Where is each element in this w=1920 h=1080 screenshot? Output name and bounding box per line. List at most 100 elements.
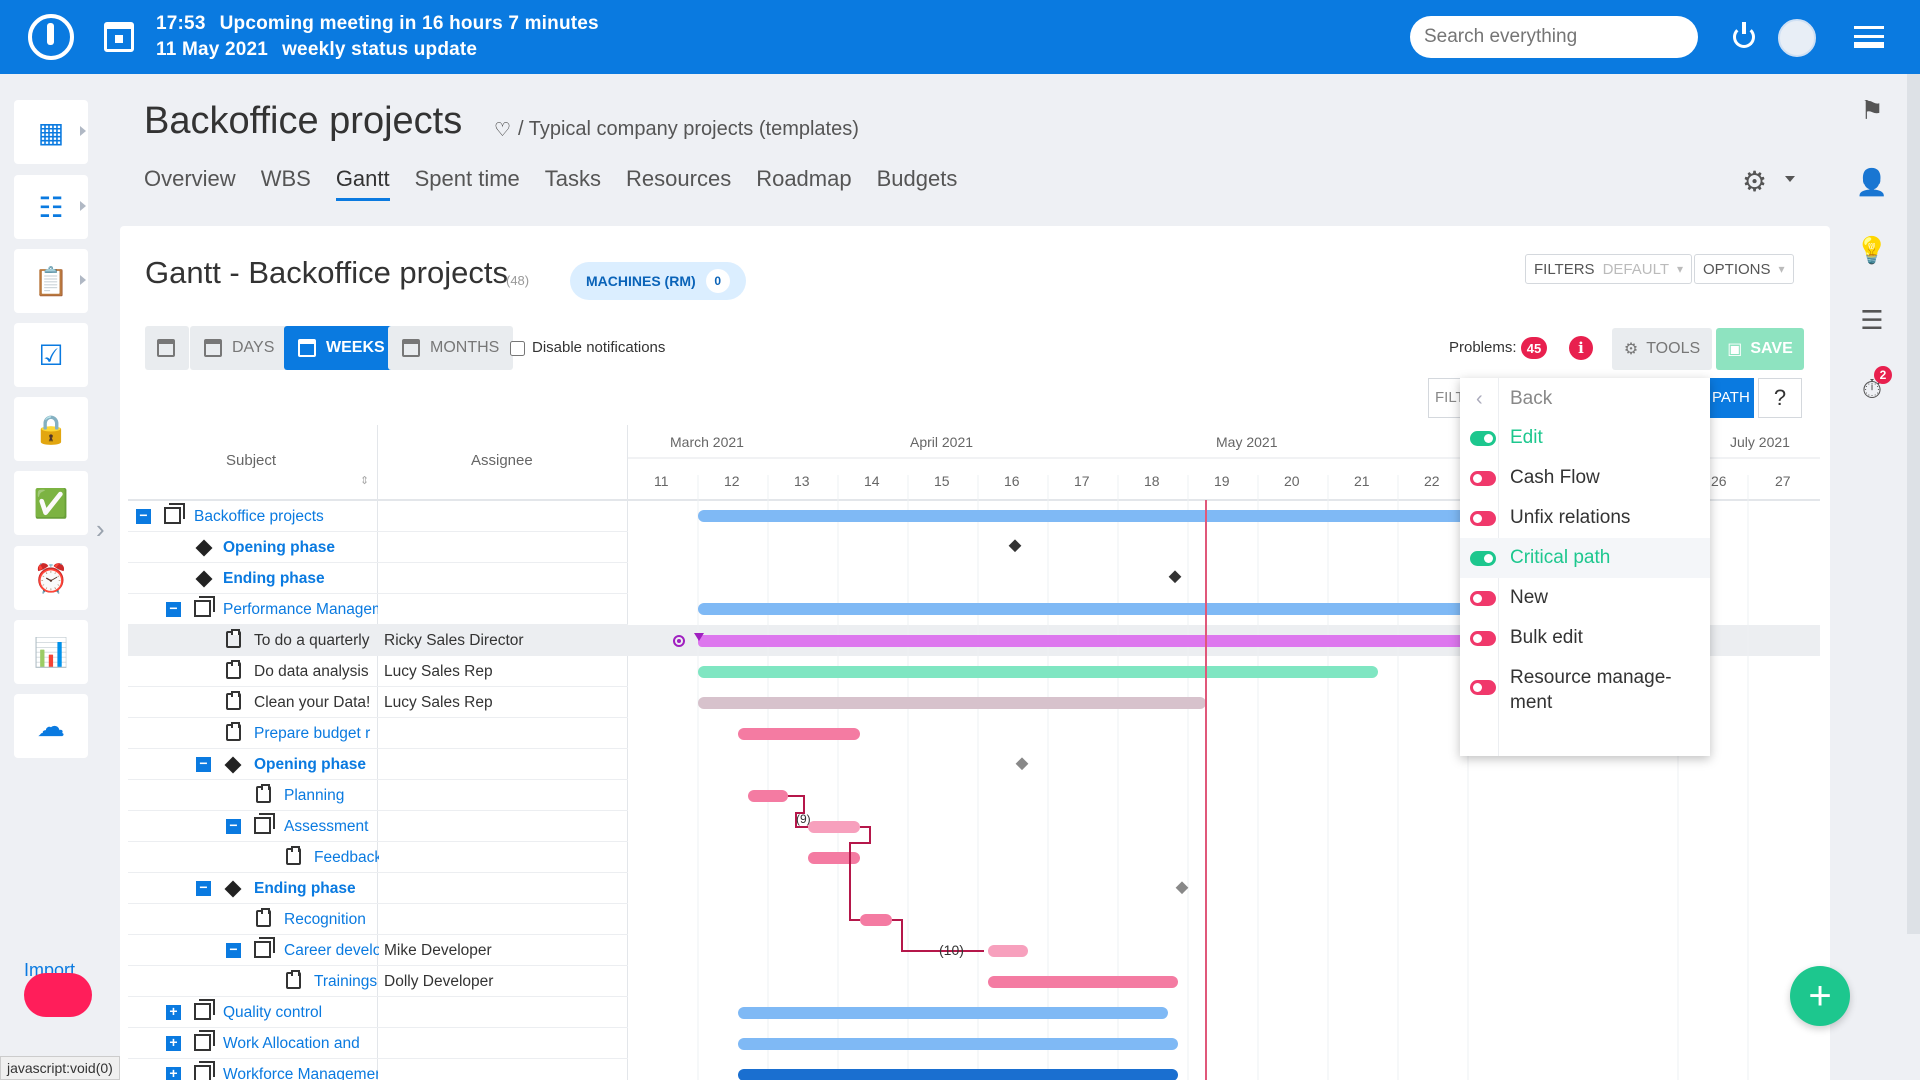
tab-overview[interactable]: Overview xyxy=(144,166,236,191)
table-row[interactable]: − Career development Mike Developer xyxy=(128,935,628,966)
sidebar-item-tasks[interactable]: 📋 xyxy=(14,249,88,313)
row-subject[interactable]: Do data analysis xyxy=(254,663,369,680)
edit-toggle[interactable] xyxy=(1470,431,1496,446)
expand-toggle-icon[interactable]: + xyxy=(166,1066,181,1080)
menu-item-resource-management[interactable]: Resource manage- ment xyxy=(1460,658,1710,718)
collapse-toggle-icon[interactable]: − xyxy=(226,942,241,958)
lightbulb-icon[interactable]: 💡 xyxy=(1855,234,1889,265)
row-subject[interactable]: Backoffice projects xyxy=(194,508,324,525)
row-subject[interactable]: Ending phase xyxy=(254,880,356,897)
table-row[interactable]: Opening phase xyxy=(128,532,628,563)
assignee-column-header[interactable]: Assignee xyxy=(471,452,533,469)
zoom-days-button[interactable]: DAYS xyxy=(190,326,289,370)
gantt-bar[interactable] xyxy=(738,728,860,740)
tab-spent-time[interactable]: Spent time xyxy=(414,166,520,191)
save-button[interactable]: ▣ SAVE xyxy=(1716,328,1804,370)
table-row[interactable]: Prepare budget r xyxy=(128,718,628,749)
zoom-months-button[interactable]: MONTHS xyxy=(388,326,514,370)
critical-path-button[interactable]: PATH xyxy=(1708,378,1754,418)
breadcrumb[interactable]: / Typical company projects (templates) xyxy=(518,118,859,140)
tab-budgets[interactable]: Budgets xyxy=(876,166,958,191)
gantt-bar[interactable] xyxy=(738,1069,1178,1080)
row-subject[interactable]: Quality control xyxy=(223,1004,323,1021)
sidebar-expand-chevron-icon[interactable]: › xyxy=(96,514,105,544)
sidebar-item-approvals[interactable]: ✅ xyxy=(14,471,88,535)
table-row[interactable]: Clean your Data! Lucy Sales Rep xyxy=(128,687,628,718)
gantt-bar[interactable] xyxy=(808,821,860,833)
row-assignee[interactable]: Mike Developer xyxy=(384,942,492,959)
table-row[interactable]: Do data analysis Lucy Sales Rep xyxy=(128,656,628,687)
row-subject[interactable]: Work Allocation and xyxy=(223,1035,360,1052)
subject-column-header[interactable]: Subject xyxy=(226,452,277,469)
row-subject[interactable]: Ending phase xyxy=(223,570,325,587)
menu-back[interactable]: Back xyxy=(1510,388,1553,409)
menu-item-critical-path[interactable]: Critical path xyxy=(1460,538,1710,578)
collapse-toggle-icon[interactable]: − xyxy=(166,601,181,617)
row-subject[interactable]: Feedback xyxy=(314,849,379,866)
sidebar-item-security[interactable]: 🔒 xyxy=(14,397,88,461)
info-icon[interactable]: i xyxy=(1569,336,1593,360)
gantt-bar[interactable] xyxy=(808,852,860,864)
bar-handle[interactable] xyxy=(673,635,685,647)
gantt-bar[interactable] xyxy=(698,697,1206,709)
sort-icon[interactable]: ⇕ xyxy=(360,475,370,487)
sidebar-item-cloud[interactable]: ☁ xyxy=(14,694,88,758)
menu-item-bulk-edit[interactable]: Bulk edit xyxy=(1460,618,1710,658)
settings-gear-icon[interactable]: ⚙ xyxy=(1742,166,1768,197)
collapse-toggle-icon[interactable]: − xyxy=(196,880,211,896)
sidebar-item-checklist[interactable]: ☑ xyxy=(14,323,88,387)
zoom-weeks-button[interactable]: WEEKS xyxy=(284,326,399,370)
tab-gantt[interactable]: Gantt xyxy=(335,166,390,201)
row-subject[interactable]: Trainings xyxy=(314,973,378,990)
filters-dropdown[interactable]: FILTERS DEFAULT ▾ xyxy=(1525,254,1693,284)
menu-item-new[interactable]: New xyxy=(1460,578,1710,618)
row-subject[interactable]: Planning xyxy=(284,787,345,804)
expand-toggle-icon[interactable]: + xyxy=(166,1004,181,1020)
calendar-icon[interactable] xyxy=(104,22,134,52)
table-row[interactable]: + Quality control xyxy=(128,997,628,1028)
row-subject[interactable]: Prepare budget r xyxy=(254,725,371,742)
flag-icon[interactable]: ⚑ xyxy=(1860,94,1884,125)
menu-item-unfix-relations[interactable]: Unfix relations xyxy=(1460,498,1710,538)
row-subject[interactable]: To do a quarterly xyxy=(254,632,370,649)
power-icon[interactable] xyxy=(1733,22,1755,48)
gantt-bar[interactable] xyxy=(698,666,1378,678)
gantt-bar[interactable] xyxy=(738,1007,1168,1019)
problems-count-badge[interactable]: 45 xyxy=(1521,337,1547,359)
collapse-toggle-icon[interactable]: − xyxy=(196,756,211,772)
expand-toggle-icon[interactable]: + xyxy=(166,1035,181,1051)
meeting-line-1[interactable]: 17:53 Upcoming meeting in 16 hours 7 minu… xyxy=(156,13,613,35)
sidebar-item-wbs[interactable]: ☷ xyxy=(14,175,88,239)
table-row[interactable]: Recognition xyxy=(128,904,628,935)
milestone-marker[interactable] xyxy=(1168,570,1182,584)
row-subject[interactable]: Opening phase xyxy=(223,539,335,556)
import-button[interactable] xyxy=(24,973,92,1017)
new-toggle[interactable] xyxy=(1470,591,1496,606)
page-scrollbar[interactable] xyxy=(1907,74,1920,934)
row-subject[interactable]: Assessment xyxy=(284,818,369,835)
table-row[interactable]: + Work Allocation and xyxy=(128,1028,628,1059)
collapse-toggle-icon[interactable]: − xyxy=(136,508,151,524)
table-row[interactable]: − Backoffice projects xyxy=(128,501,628,532)
machines-filter-badge[interactable]: MACHINES (RM) 0 xyxy=(570,262,746,300)
table-row[interactable]: Feedback xyxy=(128,842,628,873)
chevron-down-icon[interactable] xyxy=(1785,176,1795,182)
hamburger-menu-icon[interactable] xyxy=(1854,26,1884,48)
sidebar-item-timer[interactable]: ⏰ xyxy=(14,546,88,610)
table-row[interactable]: Trainings Dolly Developer xyxy=(128,966,628,997)
tools-button[interactable]: ⚙ TOOLS xyxy=(1612,328,1712,370)
row-assignee[interactable]: Lucy Sales Rep xyxy=(384,663,493,680)
table-row[interactable]: Ending phase xyxy=(128,563,628,594)
meeting-line-2[interactable]: 11 May 2021 weekly status update xyxy=(156,39,491,61)
table-row[interactable]: − Opening phase xyxy=(128,749,628,780)
row-subject[interactable]: Clean your Data! xyxy=(254,694,371,711)
user-search-icon[interactable]: 👤 xyxy=(1855,166,1889,197)
gantt-bar[interactable] xyxy=(860,914,892,926)
milestone-marker[interactable] xyxy=(1008,539,1022,553)
table-row[interactable]: Planning xyxy=(128,780,628,811)
row-subject[interactable]: Recognition xyxy=(284,911,366,928)
row-assignee[interactable]: Dolly Developer xyxy=(384,973,494,990)
gantt-bar[interactable] xyxy=(698,510,1498,522)
gantt-bar[interactable] xyxy=(738,1038,1178,1050)
collapse-toggle-icon[interactable]: − xyxy=(226,818,241,834)
